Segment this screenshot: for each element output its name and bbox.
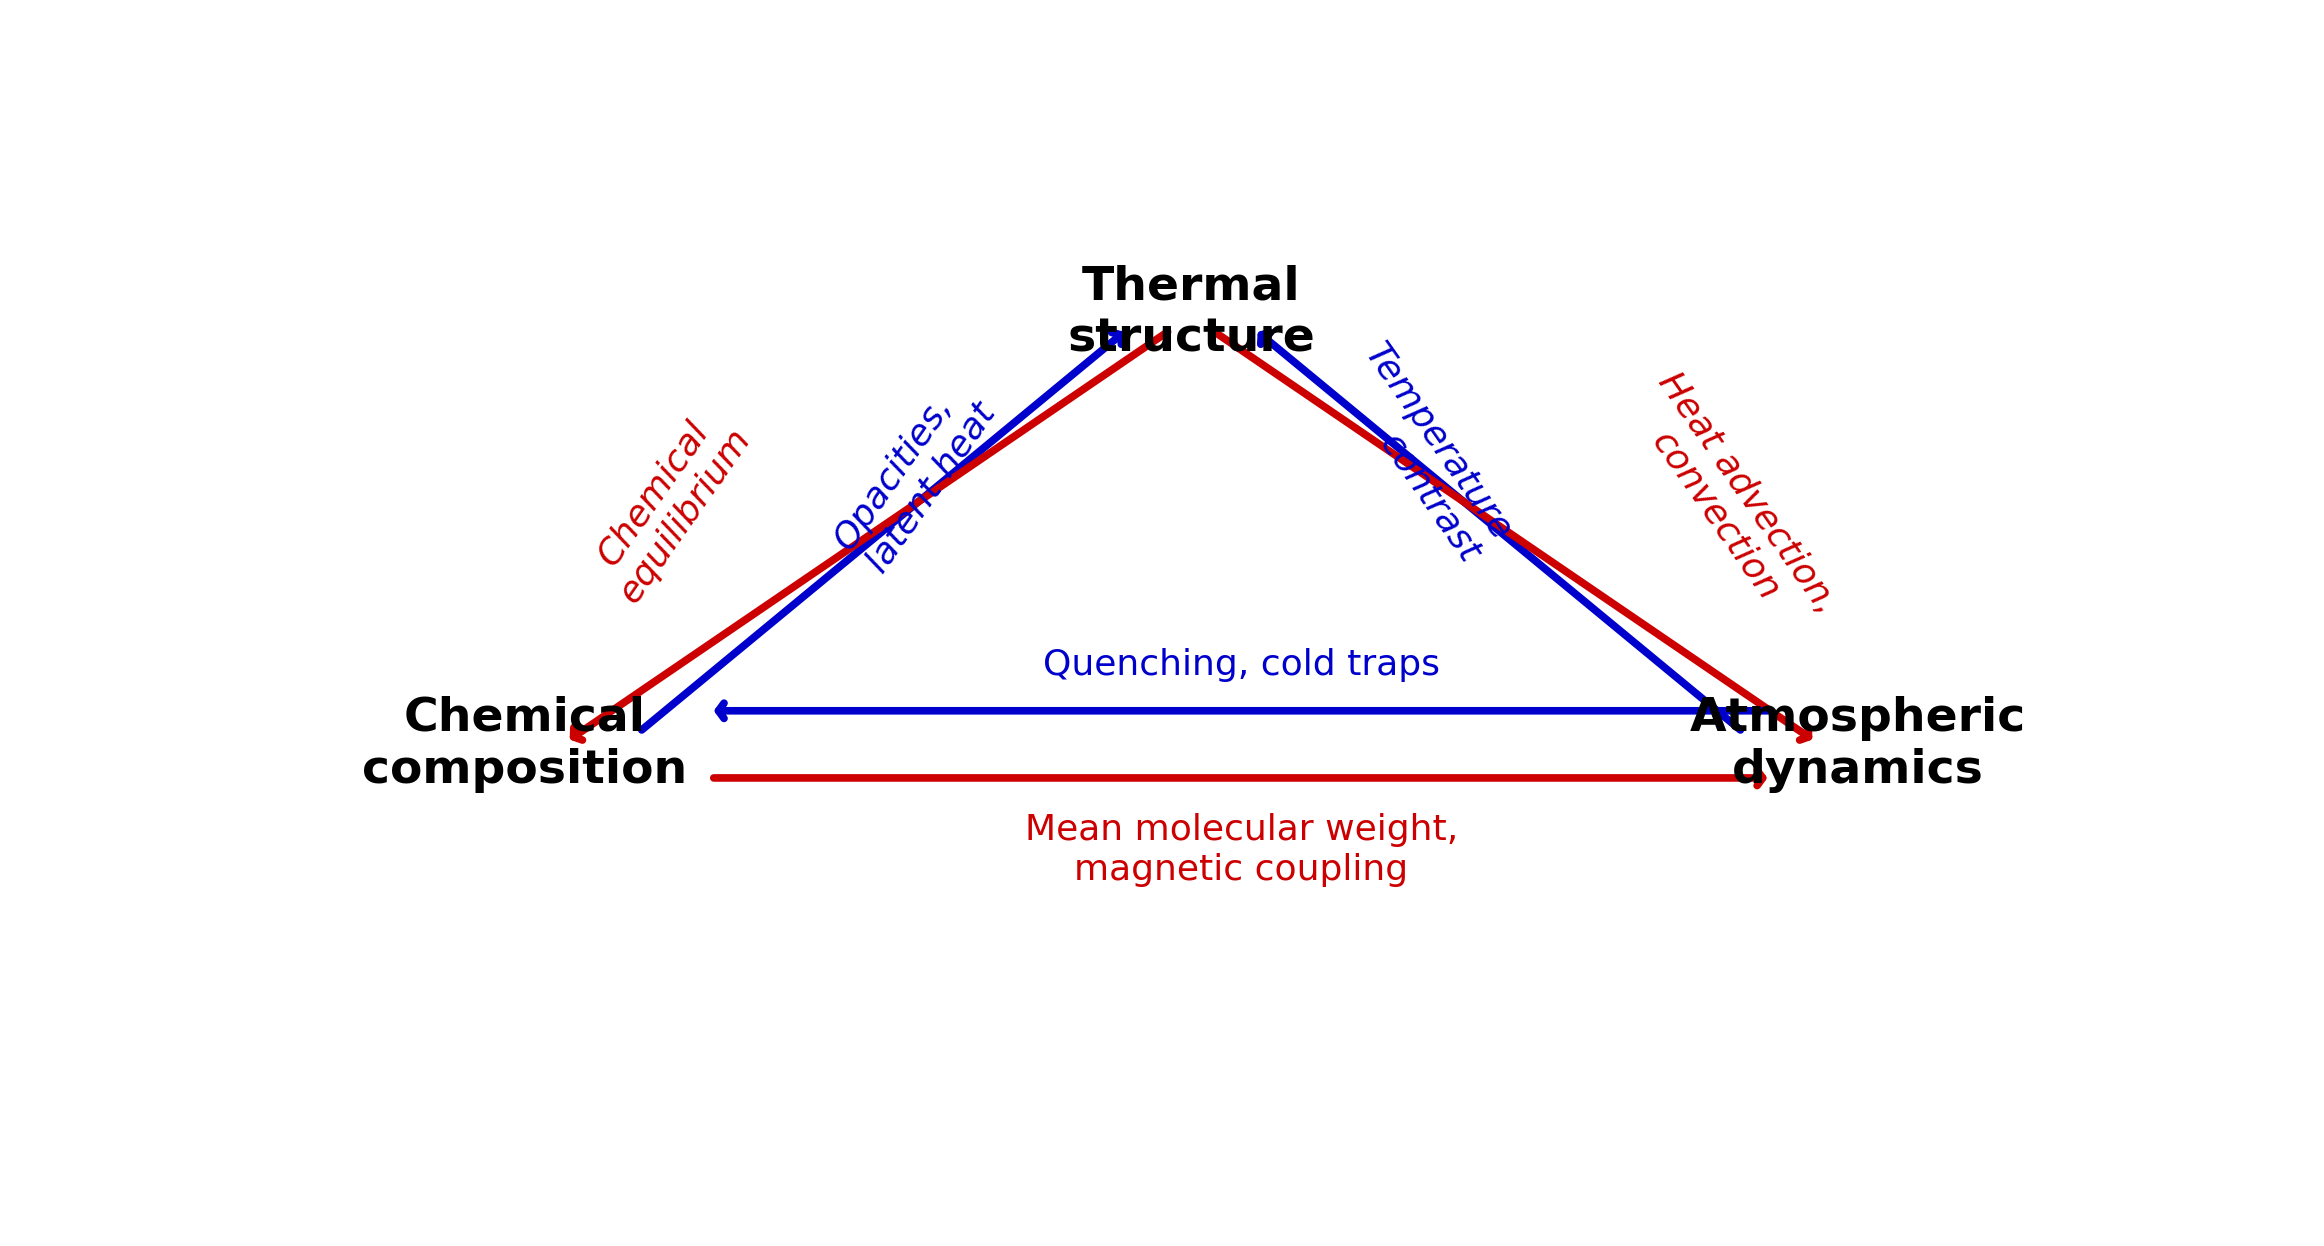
Text: Opacities,
latent heat: Opacities, latent heat: [827, 374, 1002, 578]
Text: Temperature
contrast: Temperature contrast: [1325, 338, 1518, 568]
Text: Mean molecular weight,
magnetic coupling: Mean molecular weight, magnetic coupling: [1025, 814, 1457, 887]
Text: Heat advection,
convection: Heat advection, convection: [1620, 366, 1843, 643]
Text: Chemical
composition: Chemical composition: [363, 695, 688, 792]
Text: Atmospheric
dynamics: Atmospheric dynamics: [1690, 695, 2027, 792]
Text: Chemical
equilibrium: Chemical equilibrium: [581, 400, 758, 609]
Text: Thermal
structure: Thermal structure: [1067, 264, 1315, 361]
Text: Quenching, cold traps: Quenching, cold traps: [1043, 648, 1441, 682]
